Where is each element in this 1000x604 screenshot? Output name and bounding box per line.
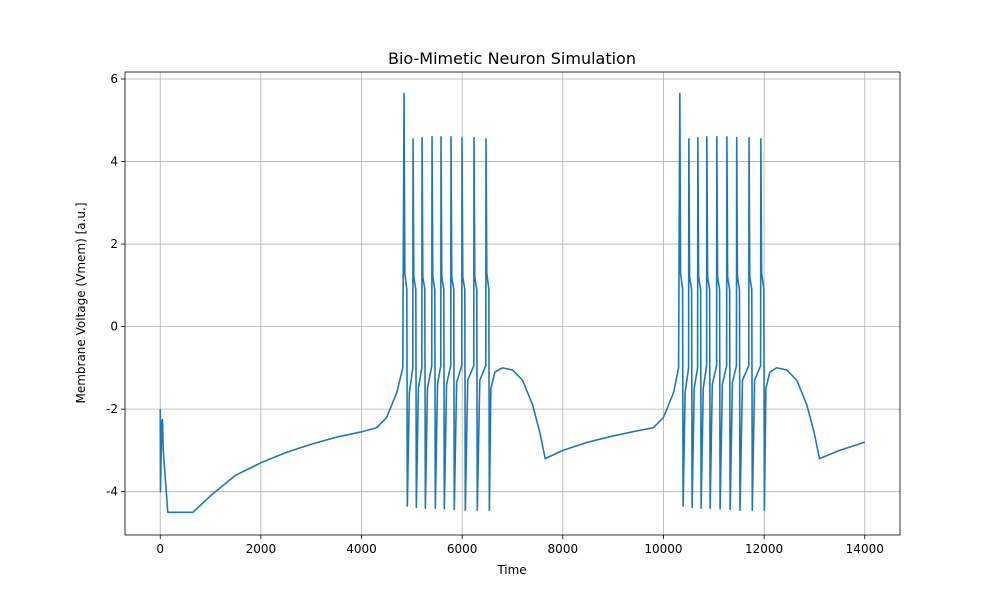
x-tick-label: 10000 [644, 542, 682, 556]
y-tick-label: 6 [110, 72, 118, 86]
x-tick-label: 8000 [548, 542, 579, 556]
data-line [159, 92, 866, 514]
x-axis-label: Time [496, 563, 526, 577]
x-tick-label: 14000 [846, 542, 884, 556]
y-tick-label: 4 [110, 155, 118, 169]
chart-title: Bio-Mimetic Neuron Simulation [388, 49, 636, 68]
x-tick-label: 12000 [745, 542, 783, 556]
y-tick-label: 2 [110, 237, 118, 251]
y-tick-label: -4 [106, 485, 118, 499]
x-tick-label: 6000 [447, 542, 478, 556]
y-axis-label: Membrane Voltage (Vmem) [a.u.] [74, 202, 88, 403]
y-tick-label: -2 [106, 402, 118, 416]
y-tick-label: 0 [110, 320, 118, 334]
plot-frame [124, 71, 901, 536]
x-tick-label: 4000 [346, 542, 377, 556]
x-tick-label: 2000 [246, 542, 277, 556]
x-tick-label: 0 [156, 542, 164, 556]
